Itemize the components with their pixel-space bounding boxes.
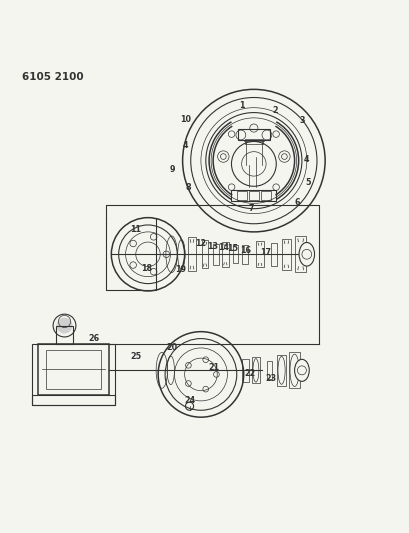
Bar — [55, 326, 73, 344]
Bar — [32, 344, 115, 405]
Ellipse shape — [294, 359, 308, 381]
Bar — [261, 191, 270, 200]
Bar — [188, 237, 195, 271]
Bar — [232, 245, 238, 263]
Bar — [222, 242, 228, 266]
Bar — [248, 191, 258, 200]
Text: 10: 10 — [180, 116, 191, 124]
Text: 16: 16 — [240, 246, 251, 255]
Text: 24: 24 — [184, 395, 195, 405]
Bar — [266, 361, 271, 379]
Bar — [294, 236, 306, 272]
Text: 6105 2100: 6105 2100 — [22, 72, 83, 82]
Text: 14: 14 — [217, 243, 228, 252]
Text: 11: 11 — [130, 225, 141, 235]
Text: 17: 17 — [259, 248, 270, 257]
Text: 4: 4 — [303, 155, 308, 164]
Bar — [236, 191, 246, 200]
Text: 8: 8 — [184, 183, 190, 192]
Text: 3: 3 — [299, 116, 304, 125]
Circle shape — [56, 318, 72, 334]
Bar — [46, 350, 101, 389]
Text: 23: 23 — [265, 374, 276, 383]
Text: 6: 6 — [294, 198, 299, 207]
Ellipse shape — [298, 243, 314, 266]
Text: 13: 13 — [206, 241, 217, 251]
Text: 15: 15 — [227, 244, 238, 253]
Text: 7: 7 — [248, 204, 254, 213]
Bar — [256, 241, 263, 268]
Text: 25: 25 — [130, 352, 141, 361]
Bar — [244, 139, 262, 143]
Bar — [213, 244, 218, 265]
Bar — [281, 239, 290, 270]
Text: 4: 4 — [182, 141, 188, 150]
Bar — [252, 357, 259, 383]
Text: 21: 21 — [208, 363, 219, 372]
Text: 18: 18 — [141, 264, 153, 272]
Bar — [201, 240, 208, 268]
Text: 2: 2 — [272, 107, 277, 116]
Text: 12: 12 — [195, 239, 206, 248]
Bar — [32, 395, 115, 405]
Bar — [270, 243, 277, 265]
Text: 19: 19 — [175, 265, 186, 274]
Text: 22: 22 — [244, 369, 255, 378]
Text: 20: 20 — [166, 343, 177, 352]
Text: 1: 1 — [238, 101, 244, 110]
Text: 9: 9 — [169, 165, 175, 174]
Bar — [288, 352, 299, 388]
Text: 5: 5 — [304, 178, 310, 187]
Text: 26: 26 — [88, 335, 99, 343]
Bar — [241, 245, 247, 264]
Bar — [242, 359, 248, 382]
Bar — [276, 355, 285, 386]
Bar — [231, 190, 276, 201]
Bar — [38, 344, 109, 395]
Bar — [237, 129, 270, 140]
